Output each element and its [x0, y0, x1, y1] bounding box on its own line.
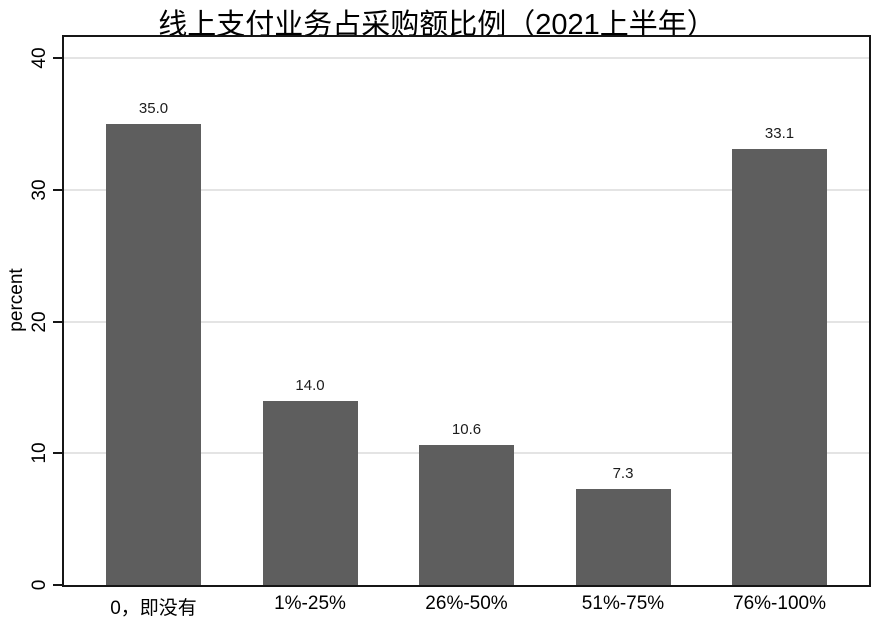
bar-slot-2: 10.6	[419, 421, 514, 585]
y-tick-mark-10	[53, 452, 62, 455]
bar-slot-0: 35.0	[106, 100, 201, 585]
bar	[419, 445, 514, 585]
bar-value-label: 33.1	[764, 124, 795, 142]
x-tick-label-0: 0，即没有	[110, 598, 197, 618]
x-tick-label-3: 51%-75%	[581, 593, 665, 614]
plot-inner: 35.0 14.0 10.6 7.3 33.1	[64, 37, 869, 585]
bar	[575, 488, 671, 585]
bar-slot-1: 14.0	[262, 376, 358, 585]
y-tick-label-10: 10	[29, 442, 50, 464]
y-tick-label-20: 20	[29, 310, 50, 333]
y-tick-mark-30	[53, 188, 62, 191]
bar-value-label: 14.0	[295, 376, 325, 394]
bar-value-label: 7.3	[612, 464, 634, 482]
x-tick-label-4: 76%-100%	[733, 593, 826, 614]
bar-value-label: 10.6	[451, 421, 482, 439]
bar-slot-4: 33.1	[732, 125, 827, 585]
y-tick-label-40: 40	[29, 47, 50, 69]
gridline-40	[64, 57, 869, 60]
plot-area: 35.0 14.0 10.6 7.3 33.1	[62, 35, 871, 587]
x-tick-label-2: 26%-50%	[425, 593, 508, 614]
bar	[732, 148, 827, 585]
bar-slot-3: 7.3	[575, 464, 671, 585]
bar	[106, 123, 201, 585]
y-tick-mark-20	[53, 320, 62, 323]
y-tick-mark-0	[53, 584, 62, 586]
y-tick-label-0: 0	[29, 579, 50, 591]
gridline-20	[64, 320, 869, 323]
y-tick-mark-40	[53, 57, 62, 60]
y-tick-label-30: 30	[29, 179, 50, 201]
y-axis-label: percent	[6, 268, 27, 332]
x-tick-label-1: 1%-25%	[274, 593, 346, 614]
bar	[262, 400, 358, 585]
gridline-30	[64, 188, 869, 191]
bar-value-label: 35.0	[138, 99, 169, 117]
